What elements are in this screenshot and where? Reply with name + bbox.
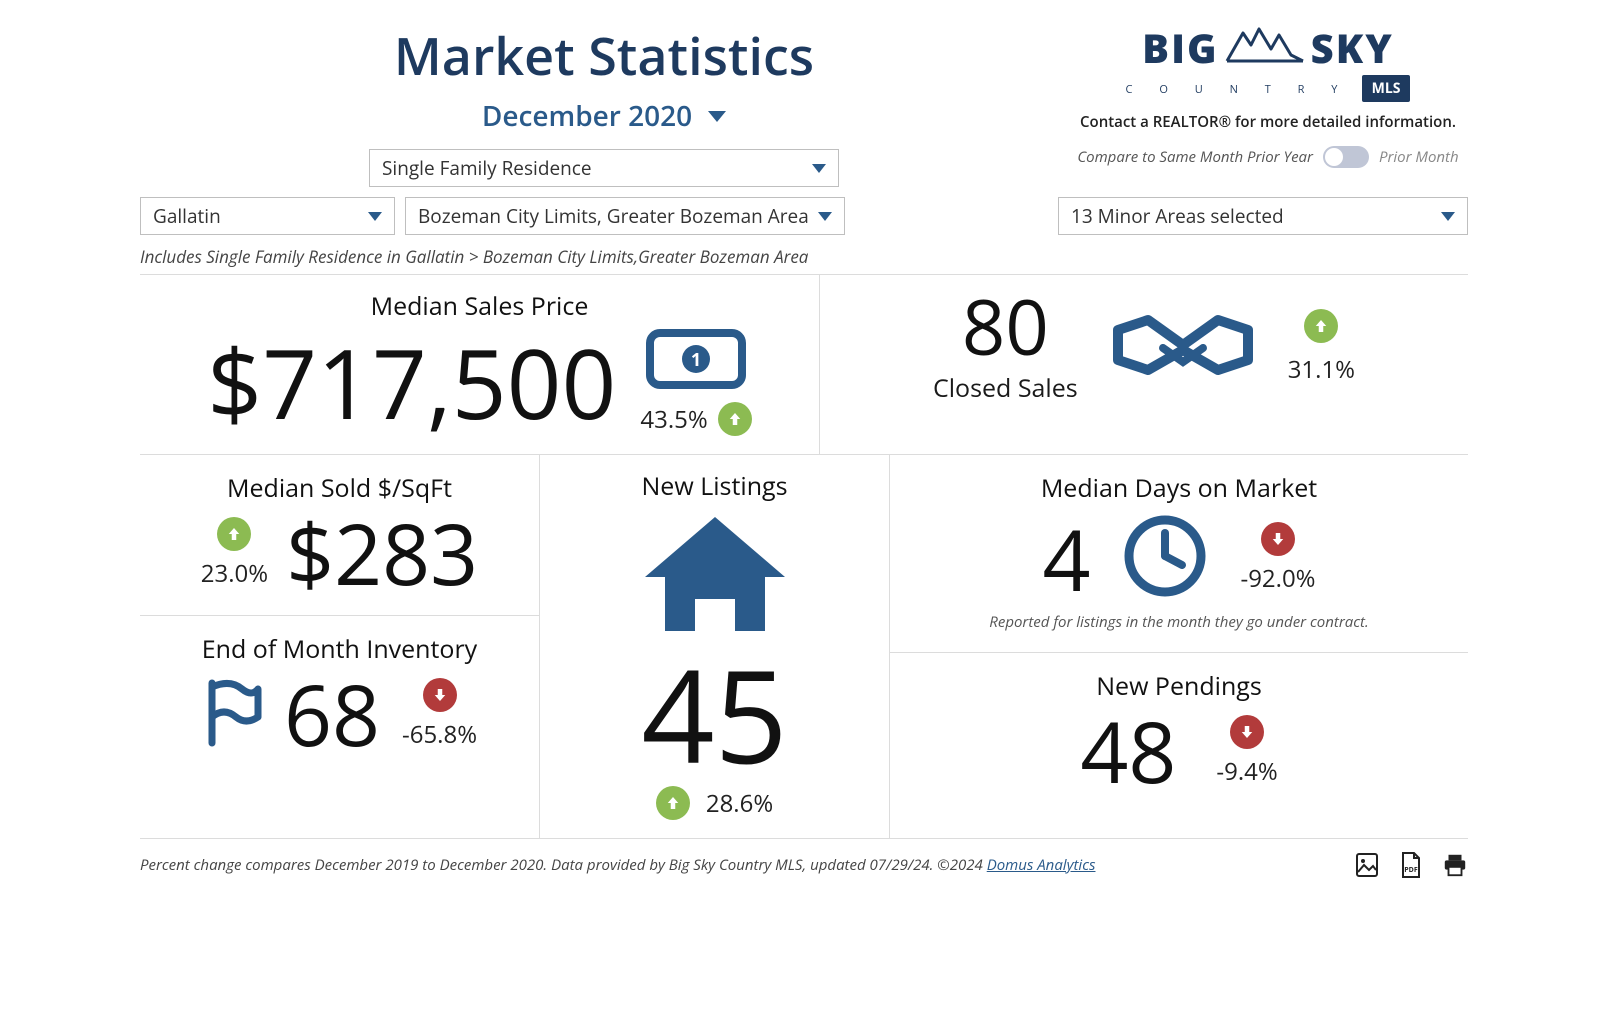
logo-subtext: C O U N T R Y: [1126, 82, 1350, 97]
arrow-down-icon: [423, 678, 457, 712]
mls-badge: MLS: [1362, 75, 1411, 102]
compare-right-label: Prior Month: [1379, 147, 1459, 167]
flag-icon: [202, 677, 262, 752]
contact-line: Contact a REALTOR® for more detailed inf…: [1068, 112, 1468, 132]
compare-toggle[interactable]: [1323, 146, 1369, 168]
metric-pct: -9.4%: [1216, 755, 1277, 788]
metric-title: New Pendings: [910, 669, 1448, 703]
panel-closed-sales: 80 Closed Sales 31.1%: [820, 275, 1468, 454]
metric-pct: 23.0%: [201, 557, 268, 590]
compare-left-label: Compare to Same Month Prior Year: [1077, 147, 1313, 167]
metric-pct: 28.6%: [706, 787, 773, 820]
chevron-down-icon: [1441, 212, 1455, 221]
metric-pct: -92.0%: [1240, 562, 1315, 595]
panel-new-pendings: New Pendings 48 -9.4%: [890, 653, 1468, 813]
arrow-up-icon: [656, 786, 690, 820]
dollar-bill-icon: 1: [646, 329, 746, 394]
export-pdf-icon[interactable]: PDF: [1398, 851, 1424, 879]
breadcrumb: Includes Single Family Residence in Gall…: [140, 245, 1468, 268]
svg-text:1: 1: [691, 348, 701, 372]
brand-logo: BIG SKY: [1068, 20, 1468, 75]
metric-value: 4: [1042, 517, 1090, 601]
logo-subtext-row: C O U N T R Y MLS: [1068, 75, 1468, 102]
metric-note: Reported for listings in the month they …: [910, 612, 1448, 632]
home-icon: [562, 509, 867, 644]
panel-median-days-on-market: Median Days on Market 4 -92.0% Reported …: [890, 455, 1468, 653]
metric-value: 48: [1080, 709, 1176, 793]
chevron-down-icon: [818, 212, 832, 221]
area-value: Bozeman City Limits, Greater Bozeman Are…: [418, 203, 809, 229]
page-title: Market Statistics: [140, 20, 1068, 91]
chevron-down-icon: [812, 164, 826, 173]
mountain-icon: [1225, 20, 1305, 75]
panel-median-sold-sqft: Median Sold $/SqFt 23.0% $283: [140, 455, 539, 616]
arrow-up-icon: [217, 517, 251, 551]
metric-value: 68: [284, 672, 380, 756]
logo-text-left: BIG: [1142, 20, 1219, 75]
minor-areas-value: 13 Minor Areas selected: [1071, 203, 1284, 229]
clock-icon: [1120, 511, 1210, 606]
metric-value: 80: [962, 275, 1049, 378]
footnote: Percent change compares December 2019 to…: [140, 855, 1095, 875]
panel-median-sales-price: Median Sales Price $717,500 1 43.5%: [140, 275, 820, 454]
area-dropdown[interactable]: Bozeman City Limits, Greater Bozeman Are…: [405, 197, 845, 235]
month-label: December 2020: [482, 97, 692, 135]
county-dropdown[interactable]: Gallatin: [140, 197, 395, 235]
metric-pct: 31.1%: [1288, 353, 1355, 386]
metric-pct: 43.5%: [640, 403, 707, 436]
metric-title: Closed Sales: [933, 371, 1078, 405]
county-value: Gallatin: [153, 203, 221, 229]
chevron-down-icon: [708, 111, 726, 122]
print-icon[interactable]: [1442, 851, 1468, 879]
panel-end-of-month-inventory: End of Month Inventory 68 -65.8%: [140, 616, 539, 776]
month-selector[interactable]: December 2020: [482, 97, 726, 135]
metric-value: 45: [562, 650, 867, 778]
metric-pct: -65.8%: [402, 718, 477, 751]
arrow-up-icon: [718, 402, 752, 436]
footnote-link[interactable]: Domus Analytics: [987, 855, 1096, 875]
property-type-value: Single Family Residence: [382, 155, 592, 181]
metric-title: New Listings: [562, 469, 867, 503]
handshake-icon: [1108, 300, 1258, 395]
chevron-down-icon: [368, 212, 382, 221]
footnote-text: Percent change compares December 2019 to…: [140, 855, 987, 875]
arrow-down-icon: [1230, 715, 1264, 749]
svg-text:PDF: PDF: [1404, 866, 1418, 875]
property-type-dropdown[interactable]: Single Family Residence: [369, 149, 839, 187]
arrow-up-icon: [1304, 309, 1338, 343]
logo-text-right: SKY: [1311, 20, 1394, 75]
metric-title: Median Days on Market: [910, 471, 1448, 505]
metric-value: $717,500: [207, 335, 616, 431]
panel-new-listings: New Listings 45 28.6%: [540, 455, 889, 838]
export-image-icon[interactable]: [1354, 851, 1380, 879]
metric-value: $283: [286, 511, 478, 595]
arrow-down-icon: [1261, 522, 1295, 556]
minor-areas-dropdown[interactable]: 13 Minor Areas selected: [1058, 197, 1468, 235]
